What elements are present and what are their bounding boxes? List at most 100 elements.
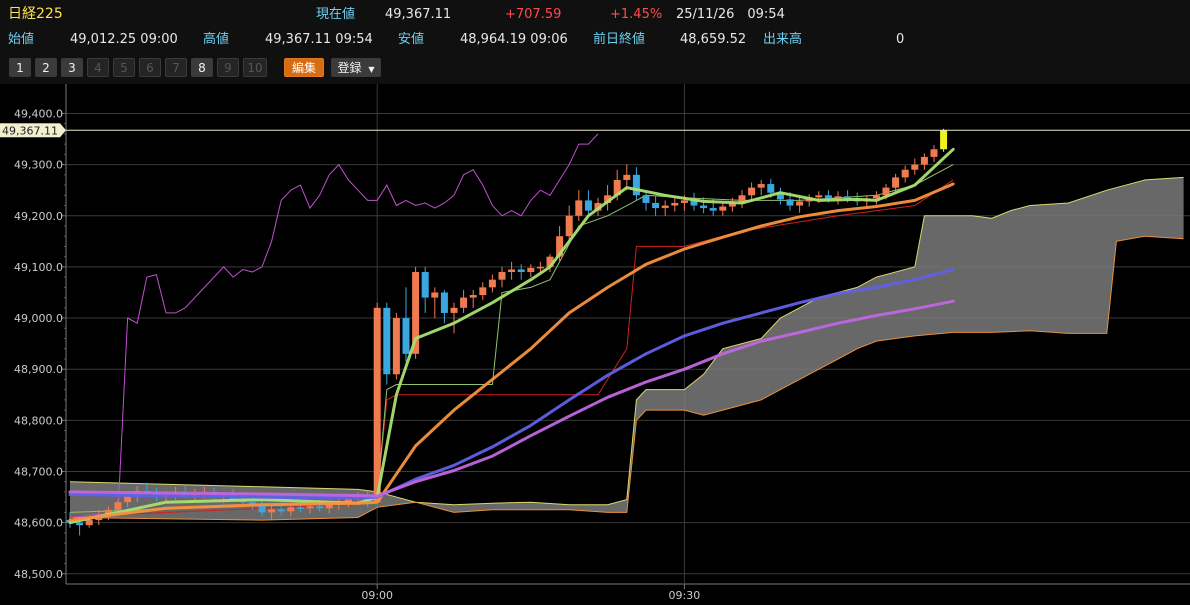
candle-body (930, 149, 938, 157)
candle-body (671, 202, 679, 206)
candle-body (748, 187, 756, 196)
candle-body (392, 318, 400, 375)
low-label: 安値 (398, 32, 425, 47)
candle-body (632, 174, 640, 196)
open-value: 49,012.25 09:00 (70, 32, 178, 47)
period-button-4[interactable]: 4 (87, 58, 109, 77)
current-price-tag (0, 123, 60, 138)
candle-body (479, 287, 487, 296)
chart-canvas[interactable]: 49,400.0 49,300.0 49,200.0 49,100.0 49,000.0… (0, 84, 1190, 602)
ichimoku-cloud (70, 177, 1184, 521)
cloud-span-a-line (69, 176, 1184, 506)
candle-body (642, 195, 650, 203)
high-label: 高値 (203, 32, 230, 47)
x-tick-label: 09:30 (669, 589, 701, 601)
candle-body (575, 200, 583, 216)
candle-body (738, 195, 746, 203)
candle-body (556, 236, 564, 257)
price-change-percent: +1.45% (610, 7, 663, 22)
candle-body (613, 179, 621, 196)
candle-body (652, 202, 660, 209)
candle-body (344, 498, 352, 503)
candle-body (76, 522, 84, 526)
candle-body (383, 307, 391, 375)
candle-body (450, 307, 458, 313)
candle-body (277, 509, 285, 512)
candle-body (796, 201, 804, 206)
candle-body (815, 195, 823, 198)
high-value: 49,367.11 09:54 (265, 32, 373, 47)
low-value: 48,964.19 09:06 (460, 32, 568, 47)
candle-body (498, 272, 506, 280)
candle-body (709, 208, 717, 211)
register-dropdown-label: 登録 (337, 61, 362, 75)
candle-body (757, 184, 765, 188)
y-tick-label: 49,400.0 (14, 107, 63, 120)
y-tick-label: 48,500.0 (14, 568, 63, 581)
candle-body (776, 192, 784, 200)
candle-body (728, 202, 736, 207)
period-button-9[interactable]: 9 (217, 58, 239, 77)
current-price-label: 現在値 (316, 7, 356, 22)
candle-body (834, 196, 842, 199)
period-button-3[interactable]: 3 (61, 58, 83, 77)
open-label: 始値 (8, 32, 35, 47)
candle-body (287, 507, 295, 512)
candle-body (901, 169, 909, 178)
prev-close-value: 48,659.52 (680, 32, 747, 47)
y-tick-label: 49,200.0 (14, 210, 63, 223)
current-price-tag-arrow (60, 123, 66, 138)
candle-body (508, 269, 516, 273)
y-tick-label: 48,800.0 (14, 414, 63, 427)
price-chart[interactable]: 49,400.0 49,300.0 49,200.0 49,100.0 49,000.0… (0, 84, 1190, 602)
candle-body (872, 195, 880, 199)
y-tick-label: 48,900.0 (14, 363, 63, 376)
candle-body (527, 267, 535, 273)
candle-body (565, 215, 573, 237)
candle-body (623, 174, 631, 180)
candle-body (584, 200, 592, 211)
register-dropdown[interactable]: 登録 ▼ (331, 58, 381, 77)
moving-average-line (68, 147, 955, 525)
x-tick-label: 09:00 (361, 589, 393, 601)
candle-body (325, 504, 333, 509)
y-tick-label: 49,300.0 (14, 159, 63, 172)
period-button-8[interactable]: 8 (191, 58, 213, 77)
candle-body (892, 177, 900, 188)
candle-body (306, 506, 314, 509)
candle-body (114, 502, 122, 510)
candle-body (844, 196, 852, 200)
moving-average-line (68, 182, 955, 522)
candle-body (680, 200, 688, 203)
candle-body (882, 187, 890, 196)
candle-body (488, 279, 496, 288)
candle-body (824, 195, 832, 199)
candle-body (421, 272, 429, 298)
quote-header: 日経225 現在値 49,367.11 +707.59 +1.45% 25/11… (0, 0, 1190, 84)
candle-body (440, 292, 448, 313)
candle-body (690, 200, 698, 206)
candle-body (661, 205, 669, 209)
period-button-6[interactable]: 6 (139, 58, 161, 77)
candle-body (268, 509, 276, 513)
current-price-value: 49,367.11 (385, 7, 452, 22)
y-tick-label: 49,100.0 (14, 261, 63, 274)
candle-body (594, 202, 602, 211)
candle-body (767, 184, 775, 193)
candle-body (546, 256, 554, 267)
candle-body (469, 295, 477, 298)
period-button-5[interactable]: 5 (113, 58, 135, 77)
period-button-7[interactable]: 7 (165, 58, 187, 77)
candle-body (604, 195, 612, 203)
period-button-1[interactable]: 1 (9, 58, 31, 77)
candle-body (719, 206, 727, 211)
volume-value: 0 (896, 32, 905, 47)
period-button-10[interactable]: 10 (243, 58, 267, 77)
edit-button[interactable]: 編集 (284, 58, 324, 77)
candle-body (460, 297, 468, 308)
y-tick-label: 48,600.0 (14, 517, 63, 530)
period-button-2[interactable]: 2 (35, 58, 57, 77)
index-name: 日経225 (8, 6, 63, 22)
candle-body (431, 292, 439, 298)
moving-average-line (68, 299, 955, 498)
